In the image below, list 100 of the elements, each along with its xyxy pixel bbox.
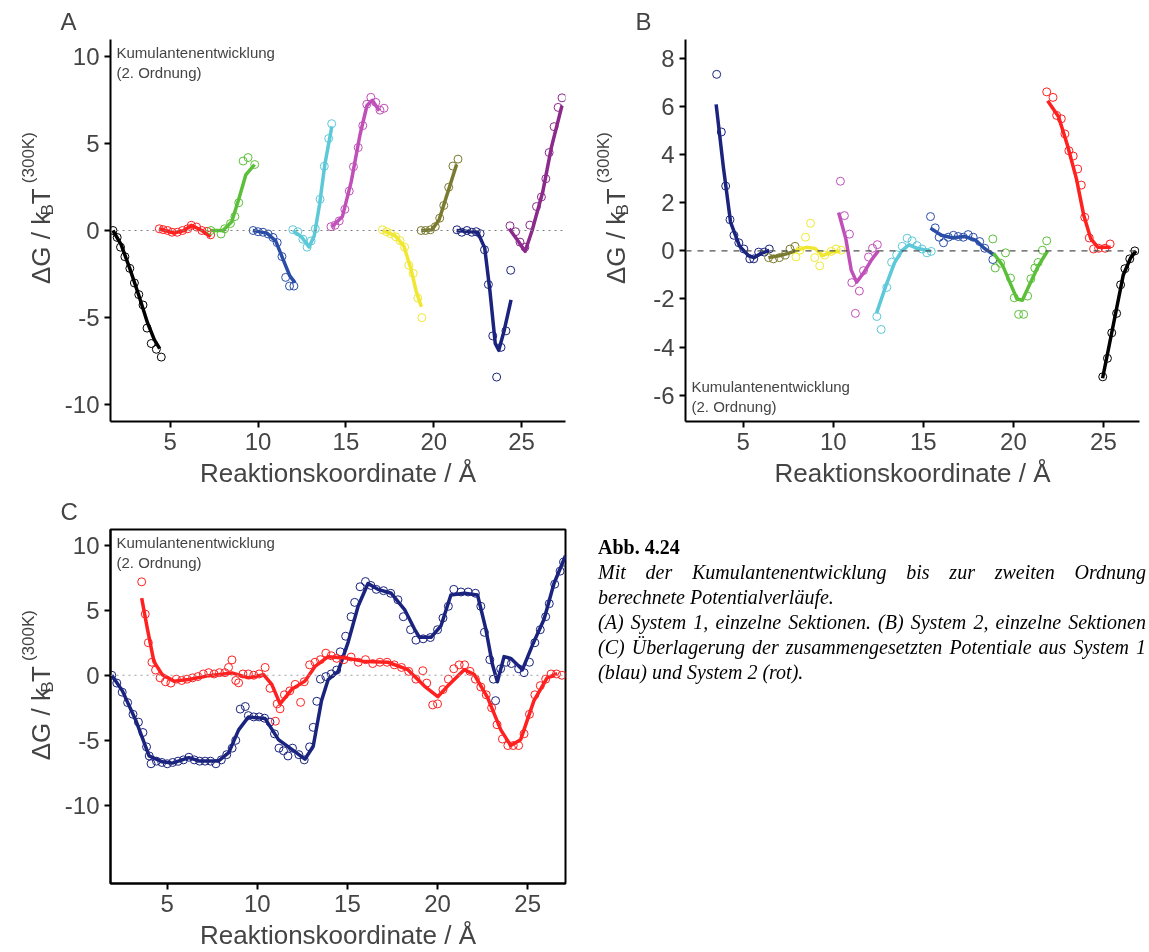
point — [1019, 309, 1029, 319]
point — [462, 226, 472, 235]
point — [281, 272, 291, 282]
point — [953, 232, 963, 241]
point — [938, 238, 948, 248]
point — [930, 223, 940, 233]
x-axis-title: Reaktionskoordinate / Å — [199, 919, 477, 950]
x-axis-title: Reaktionskoordinate / Å — [199, 457, 477, 488]
point — [790, 241, 800, 251]
point — [230, 212, 240, 222]
point — [1068, 151, 1078, 161]
point — [253, 227, 263, 237]
point — [386, 229, 396, 239]
point — [1009, 293, 1019, 303]
point — [1125, 254, 1135, 264]
point — [120, 252, 130, 262]
point — [234, 198, 244, 208]
point — [734, 238, 744, 248]
point — [375, 105, 385, 115]
x-tick-label: 25 — [508, 427, 535, 455]
point — [1048, 92, 1058, 102]
point — [515, 237, 525, 247]
point — [330, 220, 340, 230]
point — [1052, 110, 1062, 120]
chart-title: B — [635, 7, 652, 35]
point — [810, 253, 820, 263]
point — [739, 244, 749, 254]
point — [544, 148, 554, 158]
x-tick-label: 25 — [514, 889, 542, 917]
point — [815, 261, 825, 271]
point — [496, 342, 506, 352]
point — [206, 226, 216, 235]
y-tick-label: -2 — [653, 285, 675, 313]
point — [768, 254, 778, 264]
point — [400, 242, 410, 252]
point — [831, 244, 841, 254]
point — [943, 232, 953, 242]
point — [1033, 257, 1043, 267]
point — [404, 260, 414, 270]
point — [1056, 114, 1066, 124]
point — [408, 268, 418, 278]
point — [413, 293, 423, 303]
point — [764, 253, 774, 263]
y-tick-label: 10 — [72, 43, 100, 71]
point — [258, 227, 268, 237]
point — [452, 225, 462, 235]
y-tick-label: 2 — [661, 189, 675, 217]
x-tick-label: 5 — [160, 889, 174, 917]
point — [712, 69, 722, 79]
y-tick-label: 5 — [86, 596, 100, 624]
point — [1084, 233, 1094, 243]
point — [795, 245, 805, 255]
y-tick-label: 0 — [86, 217, 100, 244]
point — [457, 227, 467, 237]
y-tick-label: -6 — [653, 381, 675, 409]
point — [272, 238, 282, 248]
point — [151, 344, 161, 354]
point — [754, 247, 764, 257]
point — [263, 229, 273, 239]
point — [506, 265, 516, 275]
point — [1042, 87, 1052, 97]
annotation: Kumulantenentwicklung (2. Ordnung) — [116, 43, 275, 81]
point — [220, 224, 230, 234]
point — [844, 229, 854, 239]
y-tick-label: 0 — [661, 237, 675, 265]
point — [382, 227, 392, 237]
point — [156, 352, 166, 362]
point — [379, 103, 389, 113]
point — [1073, 164, 1083, 174]
point — [520, 242, 530, 252]
point — [926, 212, 936, 222]
point — [248, 226, 258, 235]
point — [1037, 245, 1047, 255]
point — [417, 313, 427, 323]
point — [716, 127, 726, 137]
point — [912, 241, 922, 251]
point — [780, 250, 790, 260]
point — [800, 232, 810, 242]
point — [958, 232, 968, 242]
point — [1116, 280, 1126, 290]
point — [759, 247, 769, 257]
point — [277, 252, 287, 262]
point — [353, 143, 363, 152]
point — [749, 254, 759, 264]
point — [847, 278, 857, 288]
x-tick-label: 10 — [244, 427, 272, 455]
point — [444, 182, 454, 192]
point — [225, 219, 235, 229]
point — [163, 226, 173, 235]
point — [897, 241, 907, 251]
point — [324, 133, 334, 143]
point — [826, 246, 836, 256]
point — [1089, 244, 1099, 254]
point — [480, 245, 490, 255]
y-tick-label: 10 — [72, 531, 100, 559]
y-tick-label: 4 — [661, 141, 675, 169]
point — [854, 286, 864, 296]
point — [475, 229, 485, 239]
point — [917, 244, 927, 254]
point — [416, 226, 426, 235]
